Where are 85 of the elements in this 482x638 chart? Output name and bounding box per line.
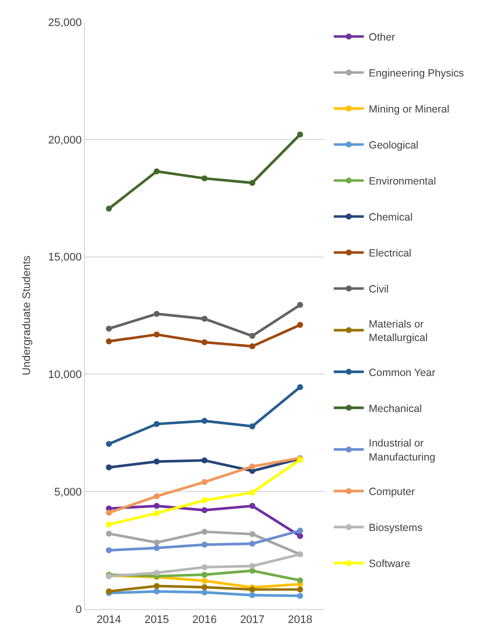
legend-label: Common Year — [368, 366, 436, 379]
point — [297, 528, 304, 534]
legend-label: Engineering Physics — [368, 68, 464, 80]
legend-label: Computer — [368, 486, 416, 498]
point — [202, 564, 208, 570]
point — [202, 478, 208, 485]
point — [154, 544, 160, 551]
point — [202, 507, 208, 514]
point — [297, 592, 304, 599]
point — [249, 180, 256, 186]
y-tick-label: 5,000 — [54, 486, 82, 498]
point — [249, 563, 256, 570]
y-tick-label: 10,000 — [48, 369, 82, 382]
point — [106, 530, 112, 537]
legend-label: Environmental — [368, 176, 436, 188]
point — [202, 316, 208, 322]
point — [154, 332, 160, 338]
x-tick-label: 2016 — [192, 614, 217, 626]
point — [202, 339, 208, 346]
point — [297, 586, 304, 593]
point — [202, 542, 208, 548]
point — [249, 423, 256, 430]
point — [297, 322, 304, 328]
point — [249, 490, 256, 496]
x-tick-label: 2017 — [240, 614, 265, 626]
point — [106, 547, 112, 554]
point — [154, 458, 160, 465]
x-tick-label: 2014 — [96, 614, 122, 626]
point — [106, 464, 112, 470]
point — [249, 592, 256, 598]
legend-label: Mining or Mineral — [368, 104, 450, 116]
point — [202, 589, 208, 596]
point — [202, 418, 208, 424]
point — [202, 572, 208, 578]
legend-label: Geological — [368, 140, 418, 152]
point — [249, 502, 256, 509]
point — [202, 578, 208, 584]
point — [297, 302, 304, 308]
legend-label: Software — [368, 558, 410, 570]
x-tick-label: 2015 — [144, 614, 169, 626]
legend-label: Chemical — [368, 212, 413, 224]
legend-label: Electrical — [368, 248, 412, 260]
legend-label: Mechanical — [368, 402, 422, 415]
point — [154, 588, 160, 594]
point — [297, 384, 304, 390]
point — [297, 532, 304, 539]
point — [249, 586, 256, 593]
point — [106, 338, 112, 344]
x-tick-label: 2018 — [288, 614, 312, 626]
point — [154, 310, 160, 317]
y-tick-label: 20,000 — [48, 134, 82, 146]
point — [249, 332, 256, 339]
point — [202, 584, 208, 590]
point — [249, 531, 256, 538]
point — [202, 175, 208, 182]
legend-label: Civil — [368, 284, 389, 296]
point — [154, 570, 160, 576]
point — [154, 510, 160, 516]
point — [249, 540, 256, 547]
legend-label: Biosystems — [368, 522, 422, 534]
point — [154, 582, 160, 589]
point — [106, 326, 112, 332]
point — [106, 206, 112, 212]
point — [202, 497, 208, 504]
point — [154, 168, 160, 174]
y-axis-title: Undergraduate Students — [20, 255, 33, 376]
point — [106, 440, 112, 447]
legend-label: Other — [368, 32, 396, 44]
point — [106, 521, 112, 528]
point — [202, 457, 208, 464]
point — [297, 131, 304, 138]
point — [249, 343, 256, 350]
point — [106, 510, 112, 516]
point — [202, 528, 208, 535]
point — [249, 463, 256, 470]
point — [297, 577, 304, 584]
y-tick-label: 25,000 — [48, 16, 82, 29]
point — [154, 540, 160, 546]
legend-label: Industrial or Manufacturing — [368, 438, 436, 464]
point — [154, 420, 160, 427]
y-tick-label: 0 — [76, 604, 82, 616]
point — [154, 502, 160, 509]
legend-label: Materials or Metallurgical — [368, 318, 428, 344]
y-tick-label: 15,000 — [48, 252, 82, 264]
point — [154, 493, 160, 500]
